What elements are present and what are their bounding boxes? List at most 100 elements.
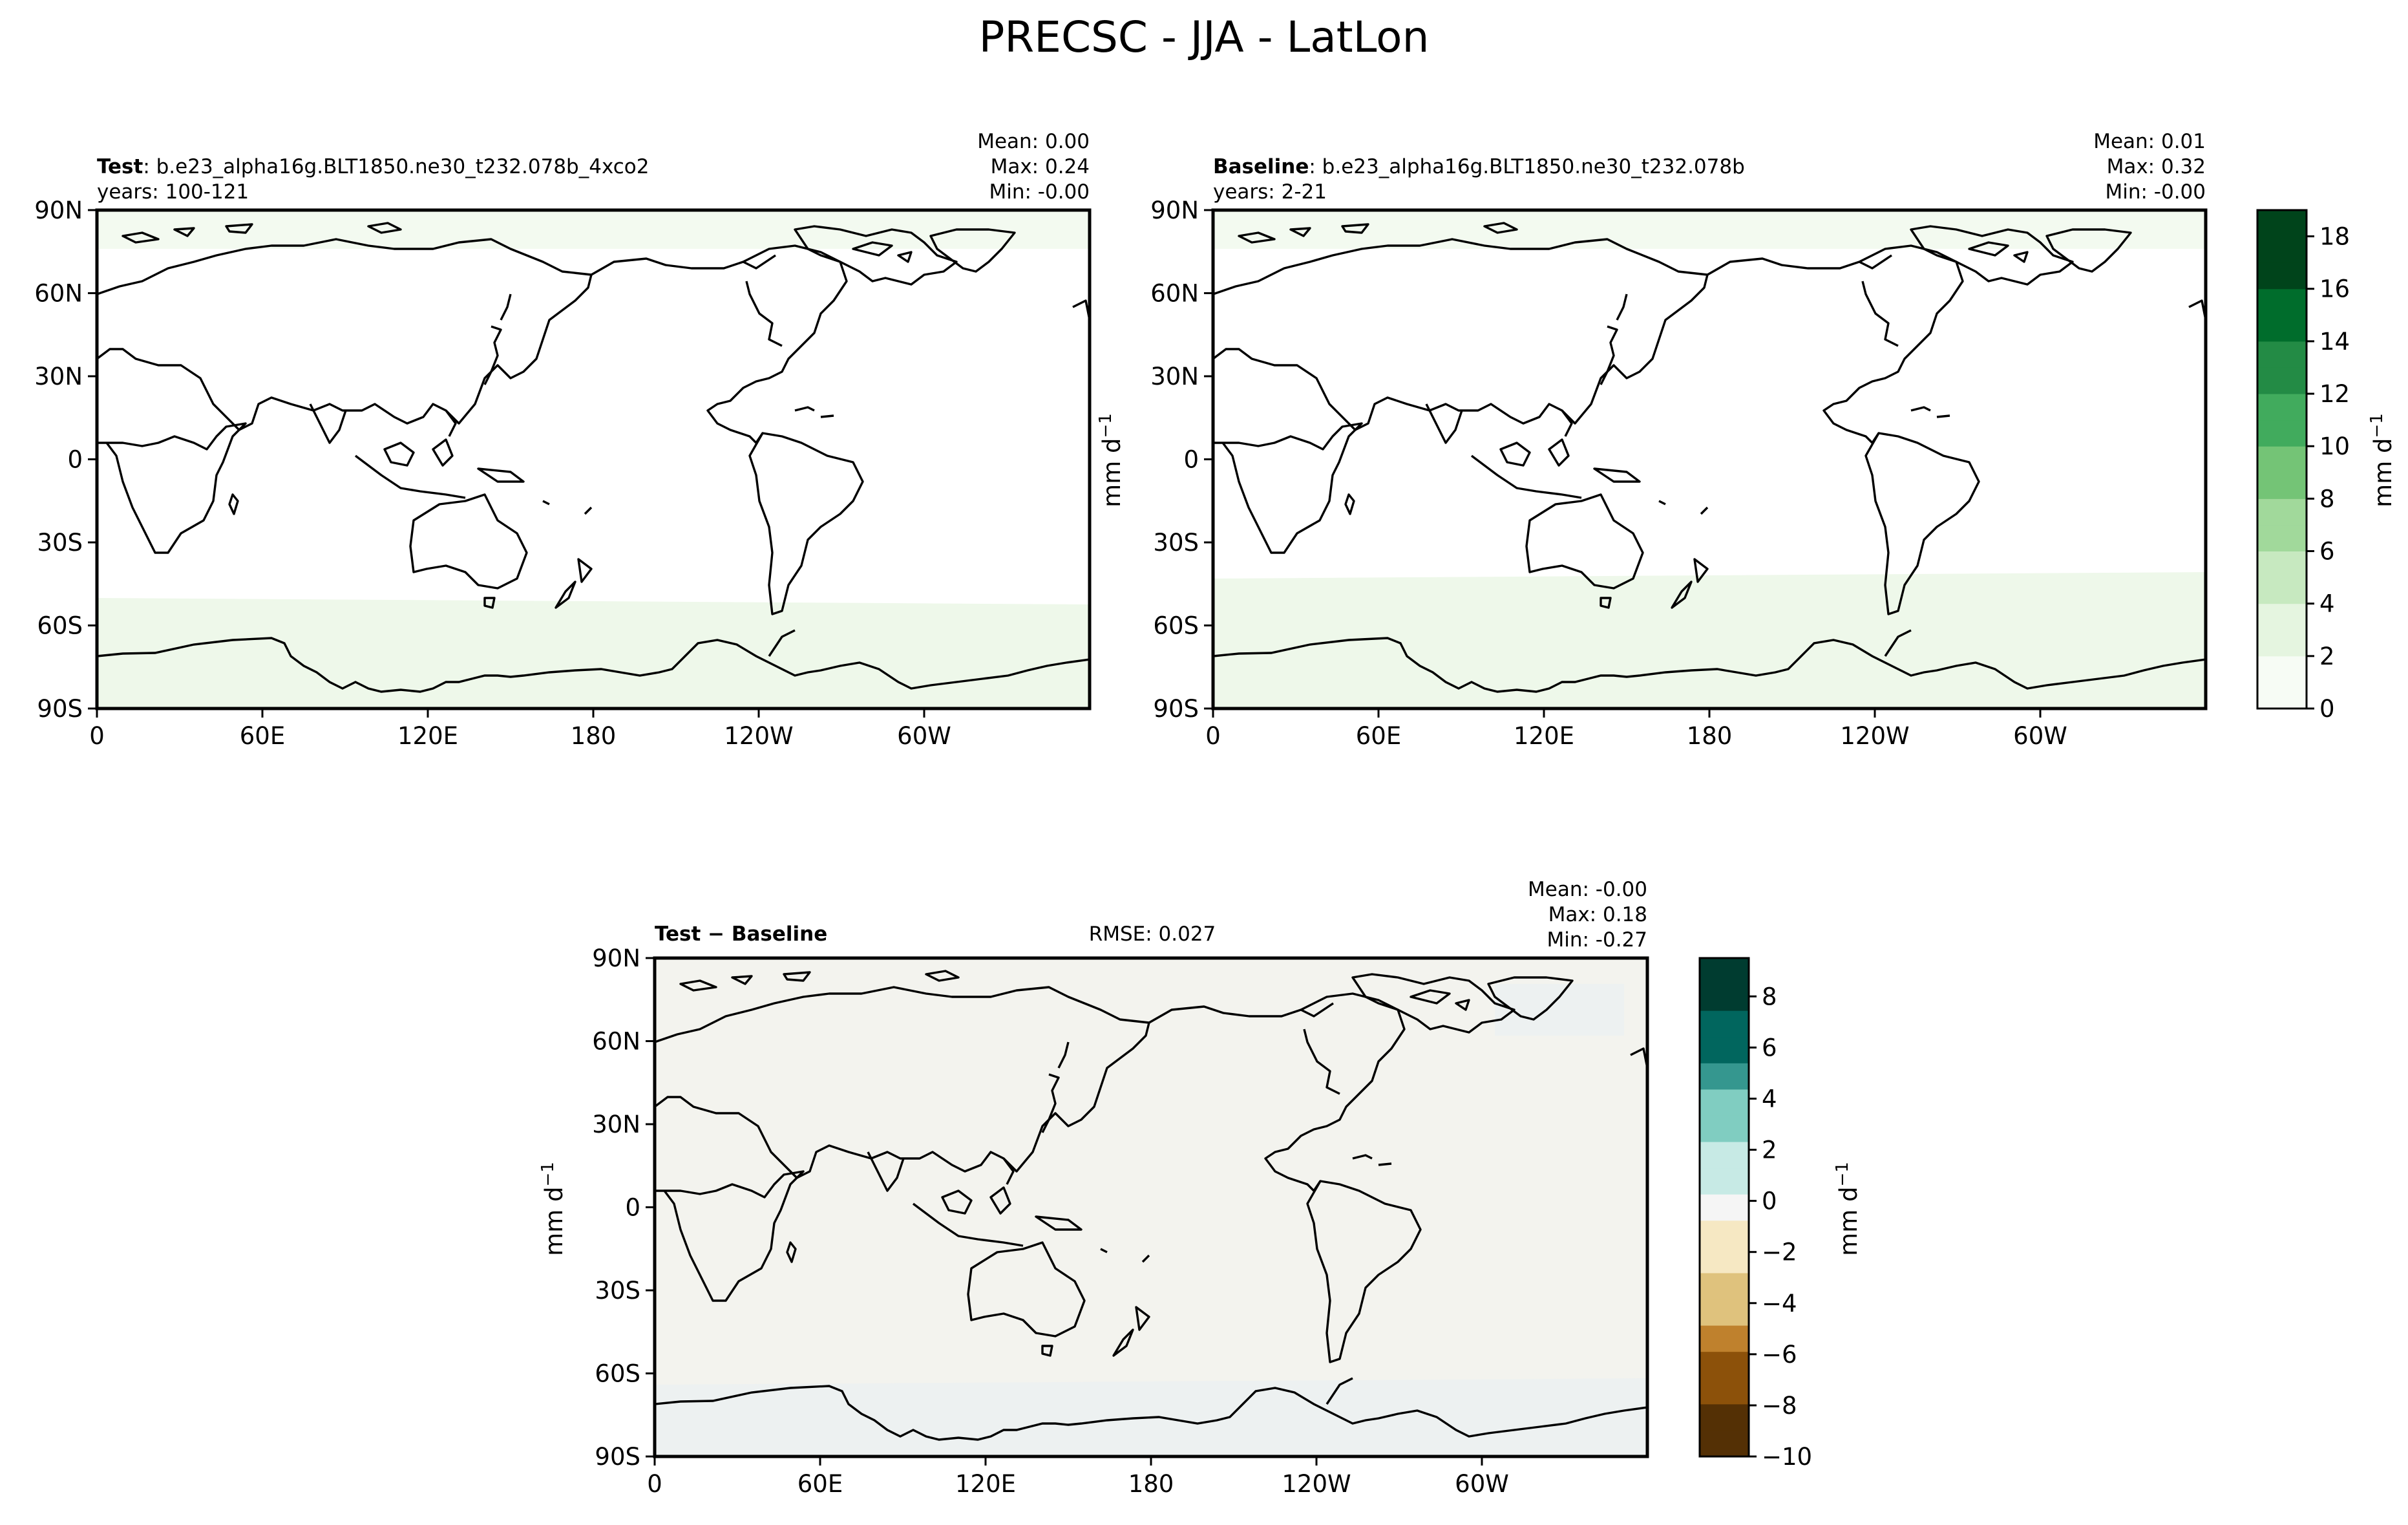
lat-tick-label: 30N [1150,363,1199,390]
panel-years: years: 100-121 [97,180,249,204]
colorbar-frame [2256,209,2308,710]
lon-tick-label: 120W [724,722,793,750]
colorbar-segment [1700,1010,1749,1038]
colorbar-segment [1700,1403,1749,1431]
lat-tick-label: 90S [37,695,83,723]
lat-tick-label: 0 [625,1194,640,1222]
lat-tick-label: 90N [34,197,83,224]
lon-tick-label: 60W [2013,722,2067,750]
arctic-shading [1213,210,2206,249]
lon-tick-label: 60E [797,1470,843,1498]
colorbar-segment [1700,1194,1749,1221]
colorbar-tick-label: 14 [2319,328,2350,356]
lat-tick-label: 60S [595,1360,640,1388]
lat-tick-label: 60N [1150,280,1199,308]
colorbar-segment [1700,1351,1749,1378]
panel-stat: Max: 0.32 [2107,155,2206,178]
map-background [655,958,1647,1456]
panel-label: Test: b.e23_alpha16g.BLT1850.ne30_t232.0… [97,155,650,178]
panel-stat: Max: 0.24 [991,155,1090,178]
colorbar-tick-label: 16 [2319,275,2350,303]
map-field [97,210,1090,709]
lon-tick-label: 60E [1356,722,1401,750]
lon-tick-label: 120E [397,722,458,750]
unit-label-diff: mm d−1 [538,1162,568,1256]
lon-tick-label: 180 [571,722,617,750]
southern-ocean-shading [1213,572,2206,709]
lat-tick-label: 60S [1153,612,1199,640]
colorbar-tick-label: −8 [1762,1392,1797,1420]
colorbar-tick-label: −10 [1762,1443,1812,1471]
colorbar-segment [1700,1142,1749,1169]
unit-label-colorbar-diff: mm d−1 [1833,1162,1863,1256]
arctic-shading [97,210,1090,249]
lat-tick-label: 0 [1183,446,1199,474]
colorbar-tick-label: 4 [1762,1085,1777,1113]
colorbar-tick-label: 10 [2319,432,2350,460]
colorbar-tick-label: −4 [1762,1290,1797,1317]
colorbar-segment [2257,420,2307,447]
colorbar-segment [2257,210,2307,237]
panel-stat: Min: -0.00 [989,180,1090,204]
lon-tick-label: 0 [1205,722,1221,750]
colorbar-segment [1700,1168,1749,1195]
colorbar-segment [2257,472,2307,499]
colorbar-tick-label: 4 [2319,590,2335,618]
figure-title: PRECSC - JJA - LatLon [979,12,1430,62]
colorbar-segment [1700,1115,1749,1142]
colorbar-segment [2257,682,2307,709]
colorbar-segment [2257,551,2307,578]
lat-tick-label: 90S [595,1443,640,1471]
colorbar-segment [2257,367,2307,394]
lon-tick-label: 0 [89,722,105,750]
greenland-shading [1495,984,1624,1036]
panel-label-case: : b.e23_alpha16g.BLT1850.ne30_t232.078b_… [143,155,649,178]
colorbar-tick-label: −6 [1762,1341,1797,1369]
lat-tick-label: 0 [67,446,83,474]
colorbar-segment [1700,1089,1749,1116]
colorbar-segment [2257,656,2307,683]
colorbar-tick-label: 2 [2319,643,2335,670]
colorbar-segment [2257,498,2307,526]
lon-tick-label: 60W [897,722,951,750]
lon-tick-label: 120W [1282,1470,1351,1498]
colorbar-frame [1698,957,1750,1458]
colorbar-segment [1700,1378,1749,1405]
lon-tick-label: 0 [647,1470,662,1498]
lat-tick-label: 30S [595,1277,640,1305]
lat-tick-label: 60S [37,612,83,640]
colorbar-top: 0 2 4 6 8 10 12 14 16 18 [2256,209,2350,723]
lat-tick-label: 30N [592,1111,640,1138]
panel-years: years: 2-21 [1213,180,1327,204]
colorbar-segment [1700,984,1749,1011]
colorbar-segment [1700,1272,1749,1300]
colorbar-segment [2257,315,2307,342]
lon-tick-label: 180 [1687,722,1733,750]
colorbar-segment [2257,262,2307,290]
colorbar-tick-label: 0 [2319,695,2335,723]
panel-stat: Mean: 0.01 [2093,130,2206,153]
colorbar-tick-label: 0 [1762,1188,1777,1215]
colorbar-tick-label: 6 [1762,1034,1777,1061]
lon-tick-label: 60E [240,722,285,750]
colorbar-segment [2257,341,2307,368]
lat-tick-label: 30S [1153,529,1199,557]
colorbar-tick-label: 6 [2319,538,2335,566]
lat-tick-label: 60N [34,280,83,308]
colorbar-segment [2257,446,2307,473]
colorbar-tick-label: 8 [1762,983,1777,1010]
panel-label-bold: Test − Baseline [655,922,827,946]
colorbar-segment [1700,1325,1749,1352]
colorbar-segment [2257,577,2307,604]
colorbar-segment [2257,288,2307,315]
panel-label-case: : b.e23_alpha16g.BLT1850.ne30_t232.078b [1309,155,1744,178]
panel-label: Baseline: b.e23_alpha16g.BLT1850.ne30_t2… [1213,155,1745,178]
colorbar-tick-label: −2 [1762,1239,1797,1266]
colorbar-segment [1700,1430,1749,1457]
lat-tick-label: 90S [1153,695,1199,723]
lon-tick-label: 120W [1840,722,1909,750]
panel-stat: Mean: 0.00 [977,130,1090,153]
